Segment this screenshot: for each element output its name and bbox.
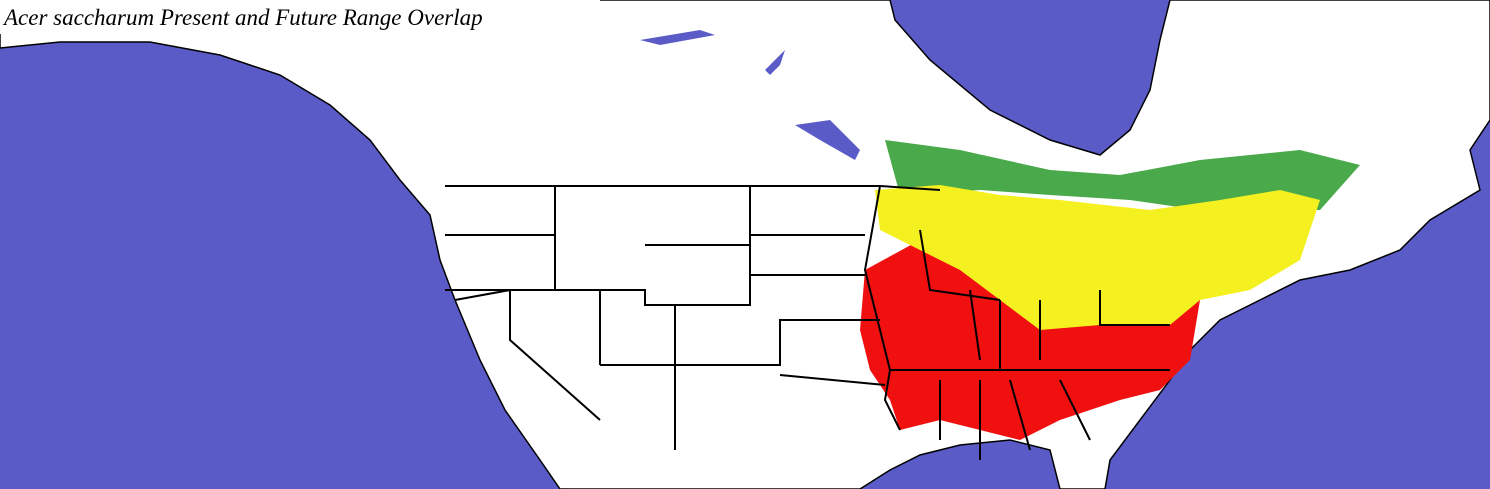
present-range-green xyxy=(885,140,1360,210)
canadian-lakes xyxy=(640,30,860,160)
overlap-yellow xyxy=(875,185,1320,330)
state-borders xyxy=(445,185,1170,460)
title-background xyxy=(0,0,600,34)
map-title: Acer saccharum Present and Future Range … xyxy=(2,5,483,30)
